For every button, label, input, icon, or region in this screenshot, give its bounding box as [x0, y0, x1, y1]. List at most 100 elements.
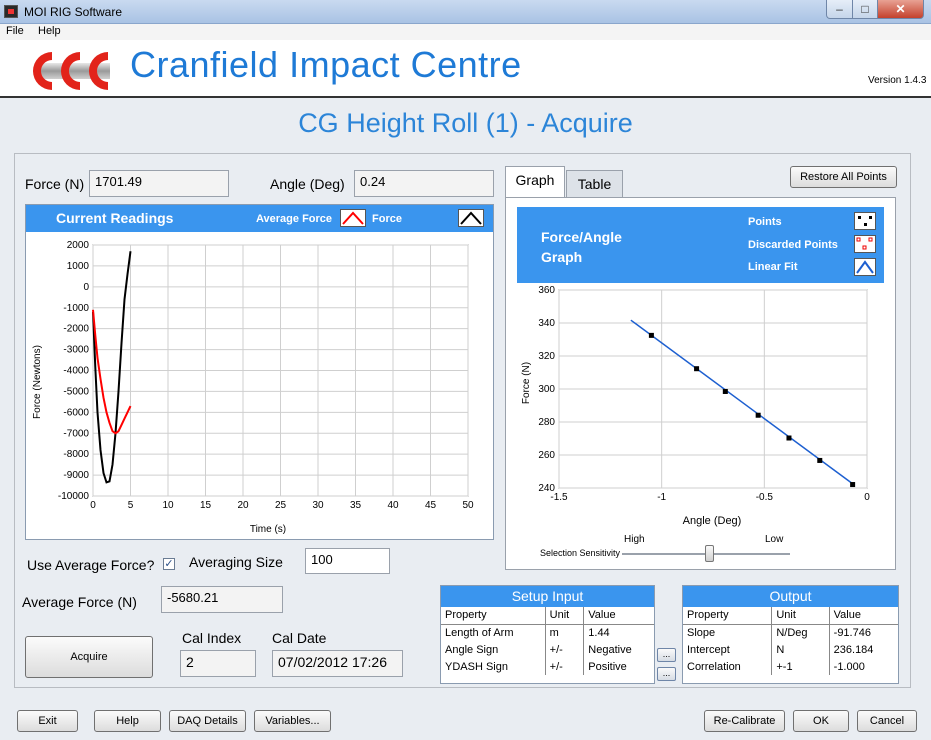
table-row[interactable]: YDASH Sign +/- Positive	[441, 658, 654, 675]
data-point	[694, 366, 700, 372]
cell: N	[771, 641, 830, 658]
y-tick-label: 2000	[67, 240, 90, 251]
variables-button[interactable]: Variables...	[254, 710, 331, 732]
cal-index-value: 2	[180, 650, 256, 677]
cancel-button[interactable]: Cancel	[857, 710, 917, 732]
use-average-checkbox[interactable]: ✓	[163, 558, 175, 570]
cell: YDASH Sign	[445, 660, 508, 673]
force-angle-xlabel: Angle (Deg)	[683, 515, 742, 527]
y-tick-label: 340	[538, 318, 555, 329]
cell: -1.000	[828, 658, 898, 675]
table-row[interactable]: Angle Sign +/- Negative	[441, 641, 654, 658]
title-bar[interactable]: MOI RIG Software – □ ✕	[0, 0, 931, 24]
legend-fit-swatch[interactable]	[854, 258, 876, 276]
data-point	[850, 482, 856, 488]
x-tick-label: -1	[657, 492, 666, 503]
cal-index-label: Cal Index	[182, 630, 242, 646]
cell: 236.184	[828, 641, 898, 658]
current-readings-header: Current Readings Average Force Force	[26, 205, 493, 232]
output-col-property: Property	[683, 607, 772, 625]
y-tick-label: -1000	[63, 303, 89, 314]
force-label: Force (N)	[25, 176, 85, 192]
force-angle-title: Force/Angle Graph	[541, 229, 622, 265]
average-force-value: -5680.21	[161, 586, 283, 613]
legend-force-swatch[interactable]	[458, 209, 484, 227]
x-tick-label: 35	[350, 500, 362, 511]
ok-button[interactable]: OK	[793, 710, 849, 732]
cell[interactable]: Negative	[583, 641, 654, 658]
tab-table[interactable]: Table	[566, 170, 623, 198]
legend-fit-label: Linear Fit	[748, 261, 798, 273]
exit-button[interactable]: Exit	[17, 710, 78, 732]
data-point	[755, 412, 761, 418]
force-angle-header: Force/Angle Graph Points Discarded Point…	[517, 207, 884, 283]
header-banner: Cranfield Impact Centre Version 1.4.3	[0, 40, 931, 98]
setup-input-title: Setup Input	[441, 586, 654, 607]
legend-average-label: Average Force	[256, 213, 333, 225]
legend-discarded-swatch[interactable]	[854, 235, 876, 253]
cal-date-value: 07/02/2012 17:26	[272, 650, 403, 677]
output-col-value: Value	[828, 607, 898, 625]
y-tick-label: 300	[538, 384, 555, 395]
averaging-size-input[interactable]: 100	[305, 548, 390, 574]
setup-col-property: Property	[441, 607, 546, 625]
angle-sign-options-button[interactable]: ...	[657, 648, 676, 662]
restore-all-points-button[interactable]: Restore All Points	[790, 166, 897, 188]
y-tick-label: -2000	[63, 324, 89, 335]
y-tick-label: -6000	[63, 407, 89, 418]
help-button[interactable]: Help	[94, 710, 161, 732]
table-row[interactable]: Length of Arm m 1.44	[441, 624, 654, 641]
x-tick-label: 20	[237, 500, 249, 511]
legend-average-swatch[interactable]	[340, 209, 366, 227]
close-button[interactable]: ✕	[877, 0, 924, 19]
daq-details-button[interactable]: DAQ Details	[169, 710, 246, 732]
x-tick-label: 50	[462, 500, 474, 511]
acquire-button[interactable]: Acquire	[25, 636, 153, 678]
setup-col-unit: Unit	[544, 607, 584, 625]
y-tick-label: 280	[538, 417, 555, 428]
cell: Length of Arm	[445, 626, 514, 639]
legend-points-swatch[interactable]	[854, 212, 876, 230]
current-readings-title: Current Readings	[56, 210, 174, 226]
current-readings-chart: Current Readings Average Force Force 0 5 1…	[25, 204, 494, 540]
legend-force-label: Force	[372, 213, 402, 225]
page-title: CG Height Roll (1) - Acquire	[298, 108, 633, 138]
re-calibrate-button[interactable]: Re-Calibrate	[704, 710, 785, 732]
y-tick-label: -7000	[63, 428, 89, 439]
x-tick-label: -0.5	[756, 492, 774, 503]
y-tick-label: -8000	[63, 449, 89, 460]
data-point	[817, 457, 823, 463]
output-col-unit: Unit	[771, 607, 830, 625]
version-label: Version 1.4.3	[868, 75, 927, 86]
x-tick-label: 15	[200, 500, 212, 511]
ydash-sign-options-button[interactable]: ...	[657, 667, 676, 681]
y-tick-label: 360	[538, 285, 555, 296]
force-value: 1701.49	[89, 170, 229, 197]
setup-input-grid: Property Unit Value Length of Arm m 1.44 Ang…	[441, 607, 654, 675]
use-average-label: Use Average Force?	[27, 557, 155, 573]
setup-input-table: Setup Input Property Unit Value Length of …	[440, 585, 655, 684]
menu-help[interactable]: Help	[38, 25, 61, 37]
cell: Intercept	[687, 643, 730, 656]
linear-fit-line	[630, 319, 854, 485]
cell: N/Deg	[771, 624, 830, 641]
app-icon	[4, 5, 18, 18]
y-tick-label: -4000	[63, 366, 89, 377]
current-readings-ylabel: Force (Newtons)	[32, 345, 43, 419]
slider-label: Selection Sensitivity	[540, 548, 621, 558]
x-tick-label: 10	[162, 500, 174, 511]
cell[interactable]: Positive	[583, 658, 654, 675]
output-grid: Property Unit Value Slope N/Deg -91.746 Inte…	[683, 607, 898, 675]
data-point	[722, 388, 728, 394]
setup-col-value: Value	[583, 607, 654, 625]
menu-file[interactable]: File	[6, 25, 24, 37]
x-tick-label: 45	[425, 500, 437, 511]
table-row: Intercept N 236.184	[683, 641, 898, 658]
maximize-button[interactable]: □	[852, 0, 878, 19]
slider-thumb[interactable]	[705, 545, 715, 562]
cell[interactable]: 1.44	[583, 624, 654, 641]
minimize-button[interactable]: –	[826, 0, 853, 19]
tab-graph[interactable]: Graph	[505, 166, 565, 198]
y-tick-label: 320	[538, 351, 555, 362]
y-tick-label: 0	[83, 282, 89, 293]
